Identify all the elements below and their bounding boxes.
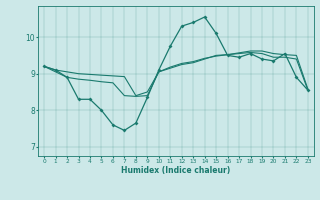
X-axis label: Humidex (Indice chaleur): Humidex (Indice chaleur) <box>121 166 231 175</box>
